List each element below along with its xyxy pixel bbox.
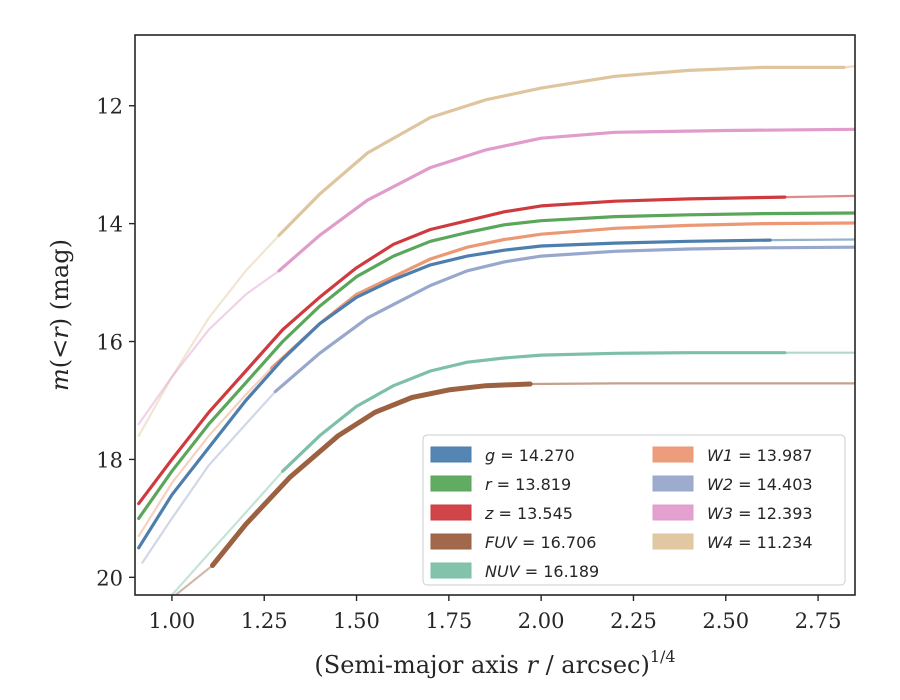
- series-w1-bold-line: [270, 221, 855, 370]
- series-w4-bold-line: [277, 65, 846, 237]
- legend-label-r: r = 13.819: [485, 475, 571, 494]
- x-tick-label: 2.50: [702, 609, 749, 633]
- legend-label-w1: W1 = 13.987: [707, 446, 813, 465]
- legend-swatch-r: [430, 475, 472, 492]
- legend-swatch-w4: [652, 533, 694, 550]
- legend-swatch-z: [430, 504, 472, 521]
- y-tick-label: 16: [96, 331, 123, 355]
- x-axis-label: (Semi-major axis r / arcsec)1/4: [314, 647, 675, 679]
- series-g-bold-line: [137, 238, 772, 550]
- series-z-bold-line: [137, 195, 787, 506]
- series-fuv-tail-line: [529, 382, 855, 386]
- legend-swatch-g: [430, 446, 472, 463]
- legend-label-g: g = 14.270: [485, 446, 575, 465]
- series-w4-tail-line: [842, 65, 855, 69]
- series-nuv-faint-line: [170, 470, 284, 595]
- series-w3-bold-line: [277, 127, 855, 273]
- legend-label-w4: W4 = 11.234: [707, 533, 813, 552]
- series-nuv-bold-line: [281, 351, 787, 473]
- legend-label-fuv: FUV = 16.706: [485, 533, 596, 552]
- legend-swatch-w3: [652, 504, 694, 521]
- series-w3-faint-line: [137, 269, 281, 426]
- y-tick-label: 20: [96, 566, 123, 590]
- series-z-tail-line: [783, 194, 855, 199]
- x-tick-label: 1.00: [149, 609, 196, 633]
- x-tick-label: 1.50: [333, 609, 380, 633]
- series-w4-faint-line: [137, 234, 281, 437]
- legend-label-w2: W2 = 14.403: [707, 475, 813, 494]
- series-r-bold-line: [137, 211, 855, 520]
- series-layer: [137, 65, 855, 595]
- legend-label-z: z = 13.545: [484, 504, 573, 523]
- series-w2-bold-line: [273, 245, 855, 394]
- ticks-layer: 1.00 1.25 1.50 1.75 2.00 2.25 2.50 2.75 12 14 16 18…: [96, 95, 841, 633]
- legend-label-nuv: NUV = 16.189: [485, 562, 599, 581]
- series-w1-faint-line: [137, 367, 273, 538]
- legend: g = 14.270 r = 13.819 z = 13.545 FUV = 16.7…: [422, 434, 846, 586]
- series-fuv-faint-line: [174, 564, 214, 595]
- legend-swatch-w1: [652, 446, 694, 463]
- legend-swatch-w2: [652, 475, 694, 492]
- legend-box: [422, 434, 846, 586]
- series-g-tail-line: [769, 238, 855, 242]
- x-tick-label: 2.75: [795, 609, 842, 633]
- legend-swatch-fuv: [430, 533, 472, 550]
- y-tick-label: 18: [96, 448, 123, 472]
- x-tick-label: 1.75: [425, 609, 472, 633]
- series-w2-faint-line: [141, 390, 277, 564]
- y-tick-label: 14: [96, 213, 123, 237]
- x-tick-label: 1.25: [241, 609, 288, 633]
- legend-label-w3: W3 = 12.393: [707, 504, 813, 523]
- x-tick-label: 2.00: [518, 609, 565, 633]
- y-axis-label: m(<r) (mag): [46, 239, 74, 391]
- x-tick-label: 2.25: [610, 609, 657, 633]
- y-tick-label: 12: [96, 95, 123, 119]
- series-fuv-bold-line: [210, 381, 533, 568]
- legend-swatch-nuv: [430, 562, 472, 579]
- plot-frame: [134, 34, 856, 596]
